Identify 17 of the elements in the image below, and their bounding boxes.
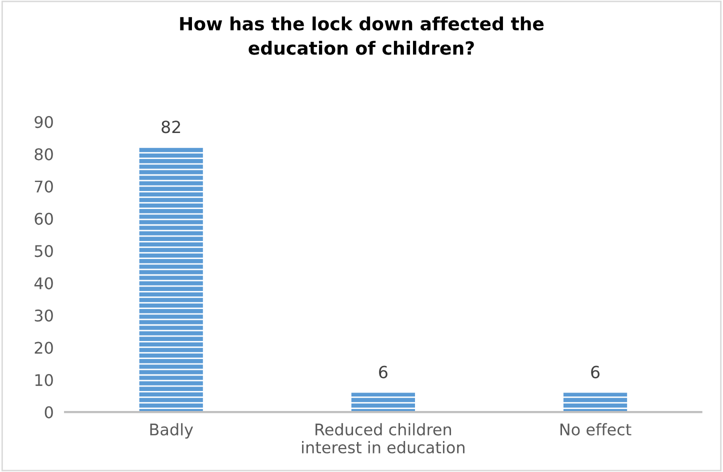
y-tick-label: 70 xyxy=(34,180,53,193)
y-tick-label: 30 xyxy=(34,310,53,322)
y-tick-label: 80 xyxy=(34,148,53,160)
x-tick-label: Reduced children interest in education xyxy=(302,423,464,454)
y-tick-label: 60 xyxy=(34,212,53,225)
x-tick-label: No effect xyxy=(560,423,632,436)
y-tick-label: 90 xyxy=(34,116,53,128)
y-tick-label: 0 xyxy=(44,406,53,418)
x-tick-label: Badly xyxy=(150,423,194,439)
data-label: 82 xyxy=(162,120,180,134)
y-tick-label: 10 xyxy=(35,374,53,386)
data-label: 6 xyxy=(379,366,388,378)
chart-title: How has the lock down affected the education of children? xyxy=(180,16,544,55)
y-tick-label: 40 xyxy=(34,277,53,290)
data-label: 6 xyxy=(591,366,600,378)
y-tick-label: 20 xyxy=(34,342,53,354)
y-tick-label: 50 xyxy=(34,245,53,258)
